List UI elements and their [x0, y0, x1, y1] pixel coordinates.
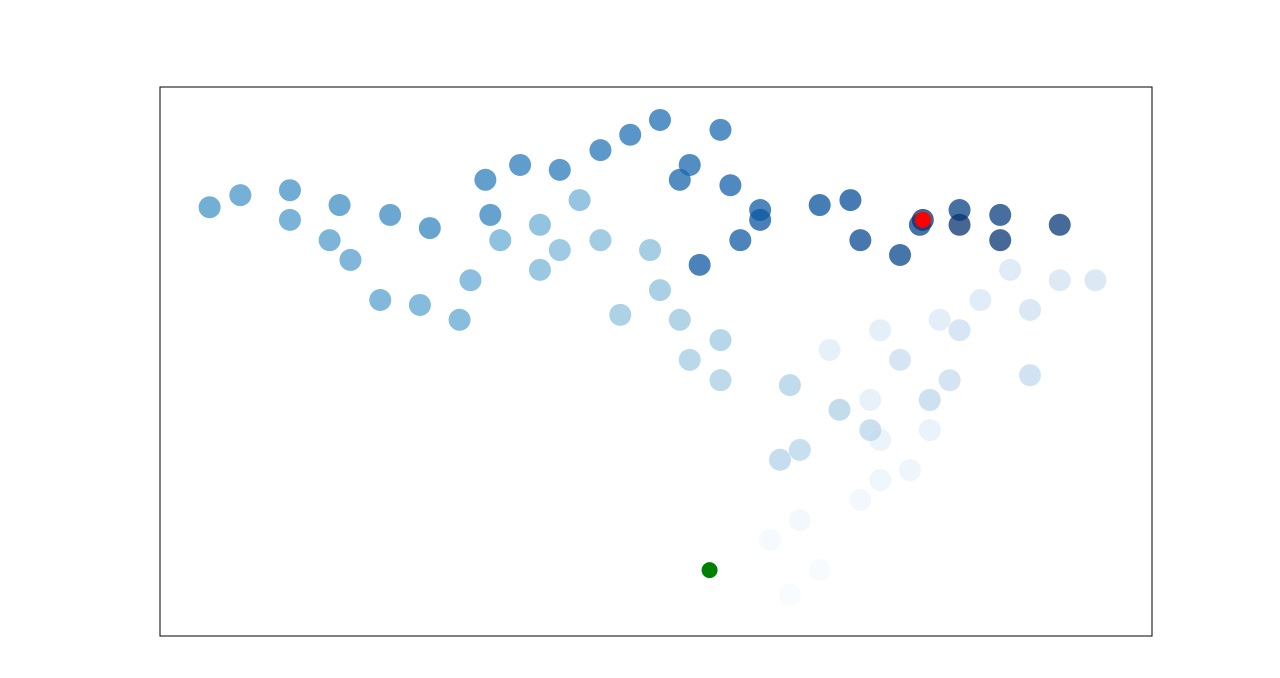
walk-point: [589, 139, 612, 162]
walk-point: [859, 388, 882, 411]
walk-point: [418, 217, 441, 240]
walk-point: [808, 559, 831, 582]
walk-point: [328, 194, 351, 217]
walk-point: [528, 213, 551, 236]
walk-point: [678, 348, 701, 371]
walk-point: [849, 229, 872, 252]
walk-point: [278, 208, 301, 231]
axes-frame: [159, 86, 1153, 637]
walk-point: [769, 448, 791, 471]
walk-point: [828, 398, 851, 421]
walk-point: [729, 229, 752, 252]
walk-point: [849, 488, 872, 511]
walk-point: [688, 253, 711, 276]
walk-point: [459, 269, 482, 292]
walk-point: [778, 583, 801, 606]
walk-point: [668, 308, 691, 331]
walk-point: [948, 319, 971, 342]
walk-point: [898, 459, 921, 482]
walk-point: [719, 174, 742, 197]
walk-point: [989, 203, 1012, 226]
walk-point: [999, 258, 1022, 281]
walk-point: [709, 329, 732, 352]
walk-point: [788, 438, 811, 461]
walk-point: [749, 208, 772, 231]
walk-point: [1018, 298, 1041, 321]
walk-point: [198, 196, 221, 219]
walk-point: [808, 194, 831, 217]
walk-point: [928, 308, 951, 331]
walk-point: [229, 184, 252, 207]
walk-point: [859, 419, 882, 442]
walk-point: [839, 189, 862, 212]
walk-point: [648, 279, 671, 302]
walk-point: [818, 338, 841, 361]
walk-point: [369, 289, 392, 312]
walk-point: [918, 419, 941, 442]
walk-point: [639, 239, 662, 262]
walk-point: [918, 388, 941, 411]
walk-point: [889, 348, 912, 371]
walk-point: [1048, 213, 1071, 236]
walk-point: [408, 293, 431, 316]
walk-point: [318, 229, 341, 252]
walk-point: [869, 319, 892, 342]
walk-point: [474, 168, 497, 191]
walk-point: [548, 158, 571, 181]
walk-point: [278, 179, 301, 202]
walk-point: [339, 248, 362, 271]
walk-point: [489, 229, 512, 252]
walk-point: [1018, 364, 1041, 387]
walk-point: [709, 118, 732, 141]
walk-point: [379, 203, 402, 226]
walk-point: [619, 123, 642, 146]
start-point: [701, 562, 718, 579]
walk-point: [1084, 269, 1107, 292]
walk-point: [568, 189, 591, 212]
walk-point: [648, 108, 671, 131]
walk-point: [668, 168, 691, 191]
walk-point: [528, 258, 551, 281]
walk-point: [589, 229, 612, 252]
walk-point: [509, 153, 532, 176]
walk-point: [788, 509, 811, 532]
walk-point: [948, 213, 971, 236]
walk-point: [969, 289, 992, 312]
walk-point: [989, 229, 1012, 252]
walk-point: [1048, 269, 1071, 292]
walk-point: [938, 369, 961, 392]
walk-point: [778, 374, 801, 397]
walk-point: [448, 308, 471, 331]
walk-point: [479, 203, 502, 226]
walk-point: [548, 239, 571, 262]
walk-point: [709, 369, 732, 392]
end-point: [914, 211, 931, 228]
walk-point: [609, 303, 632, 326]
walk-point: [869, 469, 892, 492]
walk-point: [759, 528, 782, 551]
walk-point: [889, 243, 912, 266]
